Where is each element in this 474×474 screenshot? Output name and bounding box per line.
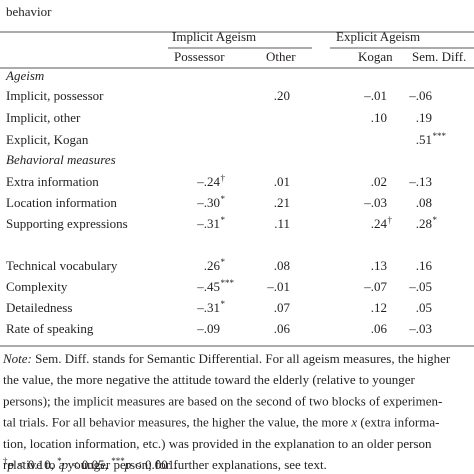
cell-value: –.06 (408, 88, 432, 103)
cell-value: .08 (274, 258, 290, 273)
cell-value: –.31 (196, 216, 220, 231)
row-label: Complexity (6, 279, 68, 294)
column-header: Kogan (358, 49, 393, 64)
note-text: tal trials. For all behavior measures, t… (3, 415, 351, 430)
cell-value: .20 (274, 88, 290, 103)
cell-value: .26 (204, 258, 221, 273)
significance-mark: † (221, 173, 226, 183)
cell-value: –.07 (363, 279, 387, 294)
footnote-text: < 0.001. (131, 457, 177, 472)
cell-value: –.05 (408, 279, 432, 294)
note-text: persons); the implicit measures are base… (3, 393, 442, 408)
note-line: tion, location information, etc.) was pr… (3, 436, 432, 451)
note-text: x (350, 415, 357, 430)
footnote-text: < 0.10, (14, 457, 57, 472)
column-header: Other (266, 49, 296, 64)
cell-value: .02 (371, 174, 387, 189)
cell-value: .07 (274, 300, 291, 315)
note-line: Note: Sem. Diff. stands for Semantic Dif… (2, 351, 451, 366)
column-header: Sem. Diff. (412, 49, 466, 64)
cell-value: .06 (371, 321, 388, 336)
note-line: persons); the implicit measures are base… (3, 393, 442, 408)
group-header: Explicit Ageism (336, 29, 420, 44)
cell-value: –.24 (196, 174, 220, 189)
row-label: Rate of speaking (6, 321, 94, 336)
cell-value: .06 (274, 321, 291, 336)
section-label: Ageism (5, 68, 44, 83)
cell-value: .11 (274, 216, 290, 231)
cell-value: .01 (274, 174, 290, 189)
cell-value: .28 (416, 216, 432, 231)
row-label: Explicit, Kogan (6, 132, 89, 147)
cell-value: –.45 (196, 279, 220, 294)
footnote-variable: p (124, 457, 132, 472)
cell-value: .16 (416, 258, 433, 273)
significance-mark: *** (433, 131, 447, 141)
row-label: Implicit, other (6, 110, 81, 125)
significance-mark: * (221, 257, 226, 267)
footnote-symbol: * (57, 456, 62, 466)
footnote-variable: p (61, 457, 69, 472)
row-label: Technical vocabulary (6, 258, 118, 273)
note-text: the value, the more negative the attitud… (3, 372, 416, 387)
cell-value: –.03 (408, 321, 432, 336)
footnote-variable: p (7, 457, 15, 472)
footnote-symbol: *** (111, 456, 125, 466)
group-header: Implicit Ageism (172, 29, 256, 44)
cell-value: .13 (371, 258, 387, 273)
note-line: tal trials. For all behavior measures, t… (3, 415, 439, 430)
note-line: relative to a younger person; for furthe… (3, 457, 327, 472)
significance-mark: * (221, 299, 226, 309)
significance-mark: * (221, 194, 226, 204)
row-label: Supporting expressions (6, 216, 128, 231)
note-label: Note: (2, 351, 32, 366)
note-text: tion, location information, etc.) was pr… (3, 436, 432, 451)
note-text: (extra informa- (357, 415, 439, 430)
note-line: the value, the more negative the attitud… (3, 372, 416, 387)
cell-value: –.30 (196, 195, 220, 210)
cell-value: .08 (416, 195, 432, 210)
significance-mark: * (433, 215, 438, 225)
row-label: Extra information (6, 174, 99, 189)
cell-value: .51 (416, 132, 432, 147)
cell-value: .10 (371, 110, 387, 125)
row-label: Detailedness (6, 300, 72, 315)
column-header: Possessor (174, 49, 225, 64)
row-label: Location information (6, 195, 117, 210)
footnote: †p < 0.10, *p < 0.05, ***p < 0.001. (3, 456, 178, 472)
cell-value: .24 (371, 216, 388, 231)
note-text: Sem. Diff. stands for Semantic Different… (32, 351, 451, 366)
cell-value: .21 (274, 195, 290, 210)
footnote-text: < 0.05, (68, 457, 111, 472)
note-text: relative to a younger person; for furthe… (3, 457, 327, 472)
cell-value: –.09 (196, 321, 220, 336)
significance-mark: * (221, 215, 226, 225)
caption: behavior (6, 4, 52, 19)
cell-value: .19 (416, 110, 432, 125)
cell-value: .12 (371, 300, 387, 315)
cell-value: –.13 (408, 174, 432, 189)
cell-value: –.01 (363, 88, 387, 103)
cell-value: –.01 (266, 279, 290, 294)
cell-value: –.03 (363, 195, 387, 210)
cell-value: –.31 (196, 300, 220, 315)
significance-mark: *** (221, 278, 235, 288)
row-label: Implicit, possessor (6, 88, 104, 103)
footnote-symbol: † (3, 456, 8, 466)
significance-mark: † (388, 215, 393, 225)
section-label: Behavioral measures (6, 152, 116, 167)
cell-value: .05 (416, 300, 432, 315)
